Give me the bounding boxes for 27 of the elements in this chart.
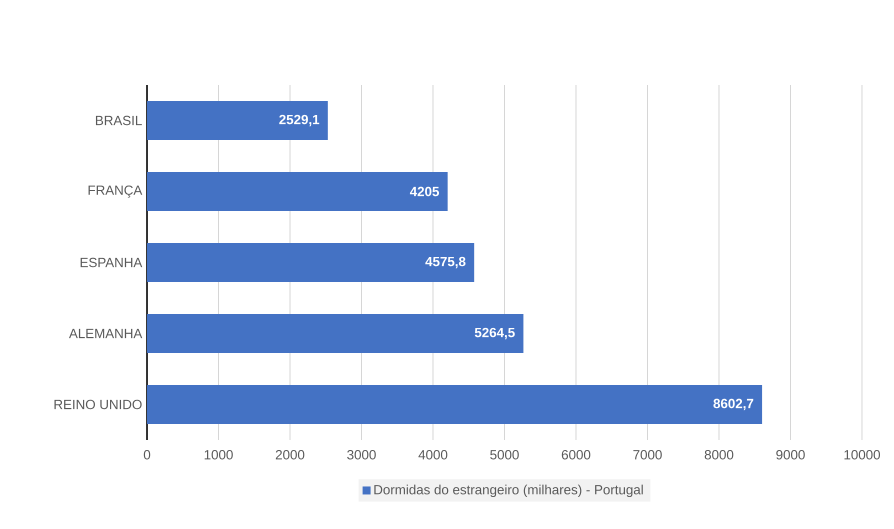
x-tick-label: 0 xyxy=(144,450,150,460)
x-tick-label: 6000 xyxy=(562,450,590,460)
y-tick-label: FRANÇA xyxy=(88,185,142,198)
x-tick-label: 1000 xyxy=(204,450,233,460)
bar xyxy=(147,172,448,212)
y-tick-label: ESPANHA xyxy=(80,258,142,268)
bar xyxy=(147,100,328,140)
x-tick-label: 10000 xyxy=(844,450,880,460)
x-tick-label: 9000 xyxy=(776,450,805,460)
bar xyxy=(147,384,762,424)
x-tick-label: 4000 xyxy=(418,450,448,460)
data-label: 4205 xyxy=(410,186,440,196)
x-tick-label: 2000 xyxy=(276,450,304,460)
x-tick-label: 8000 xyxy=(704,450,734,460)
y-tick-label: ALEMANHA xyxy=(68,328,142,338)
x-tick-label: 5000 xyxy=(490,450,519,460)
legend-label: Dormidas do estrangeiro (milhares) - Portugal xyxy=(374,484,643,498)
data-label: 2529,1 xyxy=(279,114,320,126)
y-tick-label: REINO UNIDO xyxy=(54,400,142,410)
y-tick-label: BRASIL xyxy=(96,116,142,126)
data-label: 4575,8 xyxy=(425,256,466,268)
data-label: 8602,7 xyxy=(713,398,754,410)
bar xyxy=(147,242,474,282)
data-label: 5264,5 xyxy=(474,328,515,340)
x-tick-label: 7000 xyxy=(633,450,662,460)
bar xyxy=(147,314,524,354)
x-tick-label: 3000 xyxy=(347,450,376,460)
